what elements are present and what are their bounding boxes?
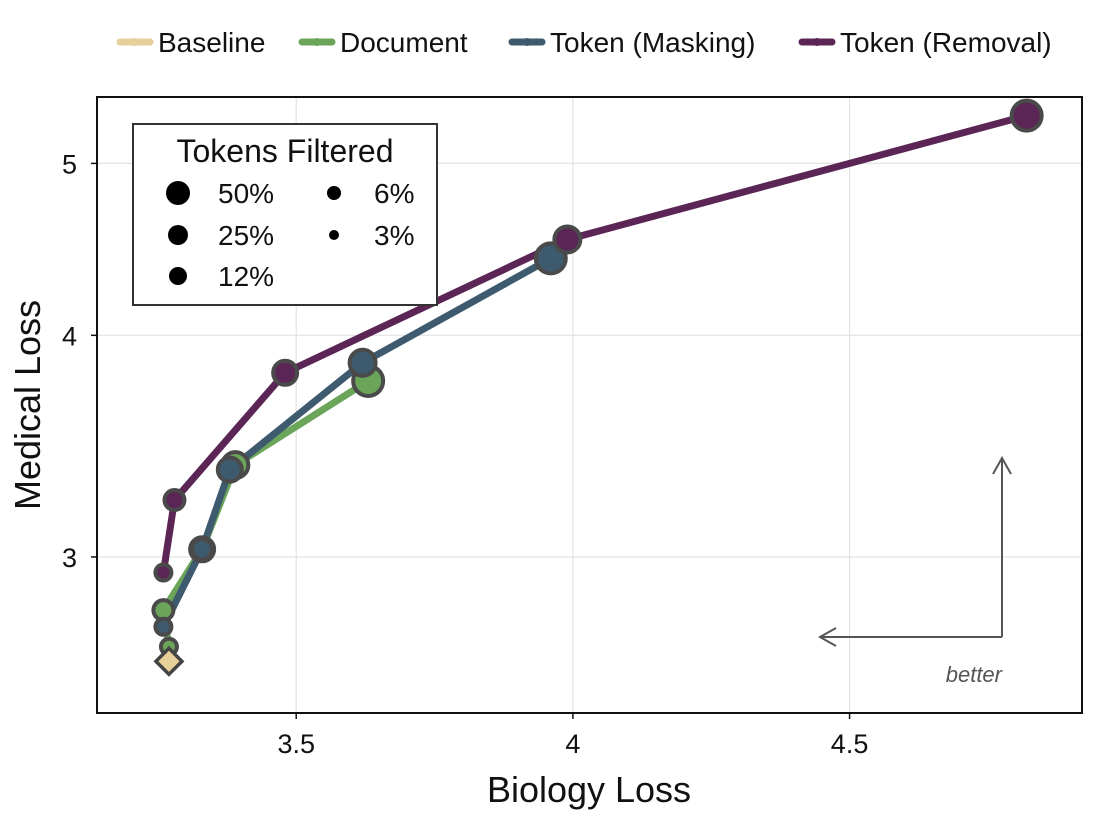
series-line-document (159, 377, 372, 651)
size-legend-title: Tokens Filtered (177, 133, 394, 169)
size-legend-marker (166, 181, 190, 205)
size-legend-entries: 50% 25% 12% 6% 3% (166, 178, 414, 292)
size-legend-marker (329, 230, 339, 240)
y-axis-label: Medical Loss (7, 300, 48, 510)
better-arrow-path (817, 455, 1012, 647)
size-legend-label: 12% (218, 261, 274, 292)
y-tick-label: 5 (62, 149, 77, 179)
legend-swatch-marker (313, 38, 321, 46)
legend-swatch-marker (523, 38, 531, 46)
data-point-token-removal (271, 358, 300, 387)
data-point-token-removal (162, 488, 187, 513)
legend-swatch-marker (813, 38, 821, 46)
better-annotation: better (817, 455, 1012, 687)
better-label: better (946, 662, 1004, 687)
legend-label: Token (Masking) (550, 27, 755, 58)
x-tick-label: 3.5 (277, 729, 315, 759)
legend-swatch-marker (131, 38, 139, 46)
x-axis-ticks: 3.5 4 4.5 (277, 713, 868, 759)
size-legend-label: 50% (218, 178, 274, 209)
data-point-token-masking (215, 455, 244, 484)
data-point-token-removal (552, 224, 583, 255)
data-point-token-masking (347, 347, 378, 378)
size-legend-label: 6% (374, 178, 414, 209)
data-point-baseline (153, 645, 185, 677)
data-point-token-removal (153, 562, 174, 583)
size-legend-label: 3% (374, 220, 414, 251)
size-legend-label: 25% (218, 220, 274, 251)
x-tick-label: 4 (565, 729, 580, 759)
x-axis-label: Biology Loss (487, 769, 691, 810)
size-legend-marker (327, 186, 341, 200)
size-legend-marker (169, 267, 187, 285)
data-point-token-removal (1009, 98, 1044, 133)
y-tick-label: 3 (62, 543, 77, 573)
data-point-token-masking (153, 616, 174, 637)
legend-label: Document (340, 27, 468, 58)
size-legend-marker (168, 225, 188, 245)
plot-frame (96, 96, 1083, 714)
series-legend: Baseline Document Token (Masking) Token (Re… (116, 27, 1052, 58)
y-tick-label: 4 (62, 321, 77, 351)
data-points (151, 98, 1044, 677)
data-point-token-masking (190, 537, 215, 562)
legend-label: Baseline (158, 27, 265, 58)
x-tick-label: 4.5 (831, 729, 869, 759)
legend-label: Token (Removal) (840, 27, 1052, 58)
size-legend: Tokens Filtered 50% 25% 12% 6% 3% (132, 123, 438, 306)
y-axis-ticks: 3 4 5 (62, 149, 97, 573)
